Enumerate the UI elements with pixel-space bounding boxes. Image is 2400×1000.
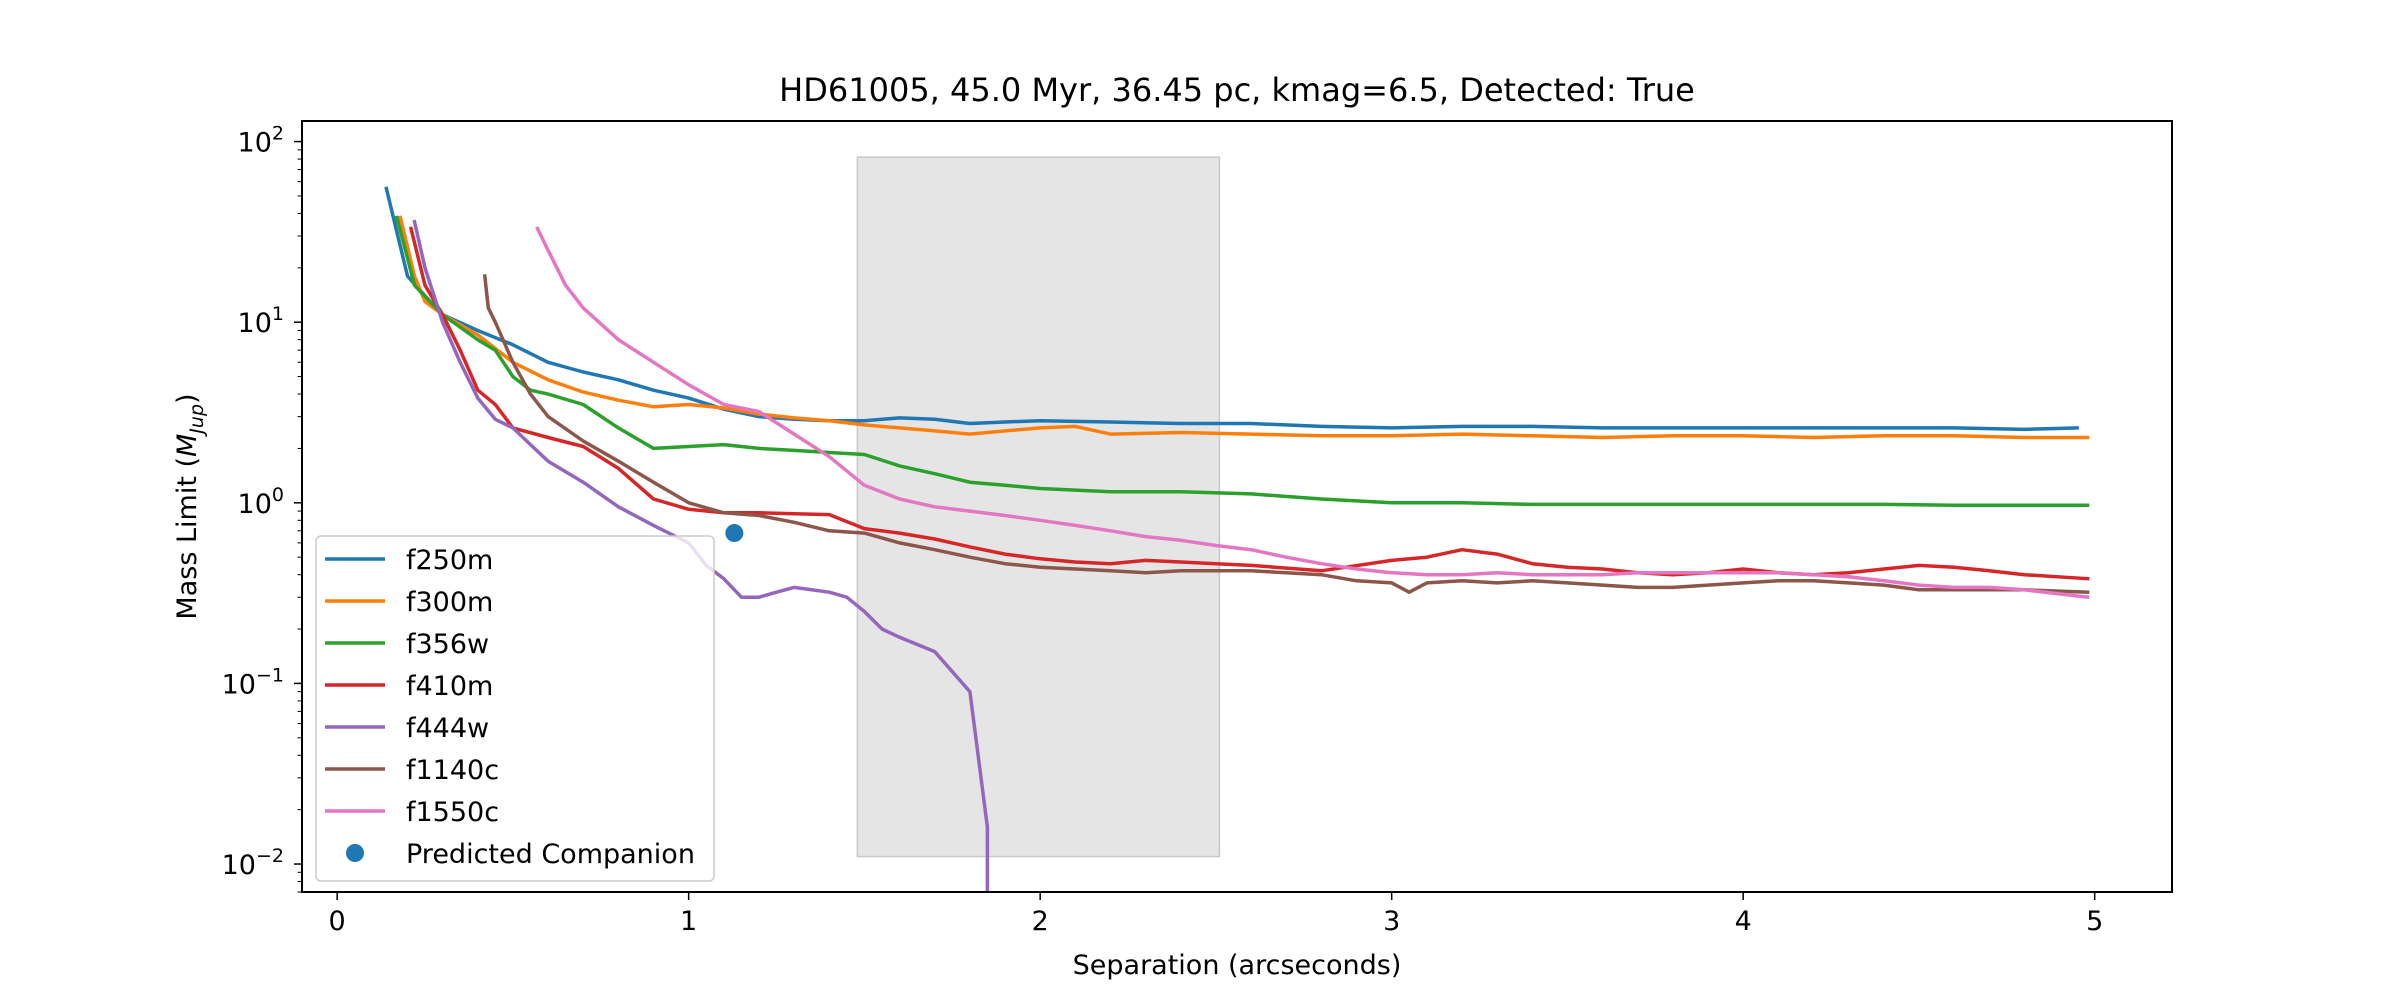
plot-area bbox=[384, 156, 2090, 892]
predicted-companion-point bbox=[725, 524, 744, 543]
legend-label-f356w: f356w bbox=[406, 629, 489, 660]
y-axis-label-symbol: M bbox=[172, 434, 203, 457]
series-line-f356w bbox=[394, 215, 2090, 507]
y-axis-label: Mass Limit (MJup) bbox=[172, 393, 208, 619]
x-tick-label: 1 bbox=[680, 906, 697, 937]
legend-label-predicted-companion: Predicted Companion bbox=[406, 839, 695, 870]
y-axis-label-close: ) bbox=[172, 393, 203, 404]
legend: f250m f300m f356w f410m f444w f1140c f1550c Pre… bbox=[315, 535, 715, 882]
series-line-f250m bbox=[384, 186, 2079, 432]
y-axis-label-main: Mass Limit ( bbox=[172, 457, 203, 620]
x-axis-label: Separation (arcseconds) bbox=[1073, 950, 1402, 981]
y-axis: 10−2 10−1 100 101 102 bbox=[222, 123, 302, 893]
x-tick-label: 4 bbox=[1735, 906, 1752, 937]
legend-swatch-predicted-companion bbox=[346, 844, 364, 862]
series-line-f444w bbox=[412, 219, 990, 892]
x-axis: 0 1 2 3 4 5 bbox=[329, 892, 2103, 937]
legend-label-f250m: f250m bbox=[406, 545, 493, 576]
x-tick-label: 2 bbox=[1032, 906, 1049, 937]
series-line-f410m bbox=[408, 226, 2090, 581]
y-axis-label-subscript: Jup bbox=[186, 404, 208, 438]
y-tick-label: 100 bbox=[238, 484, 284, 520]
series-line-f300m bbox=[398, 215, 2090, 440]
y-tick-label: 10−2 bbox=[222, 845, 284, 881]
x-tick-label: 3 bbox=[1383, 906, 1400, 937]
y-tick-label: 101 bbox=[238, 303, 284, 339]
legend-label-f1140c: f1140c bbox=[406, 755, 499, 786]
x-tick-label: 0 bbox=[329, 906, 346, 937]
legend-label-f1550c: f1550c bbox=[406, 797, 499, 828]
y-tick-label: 102 bbox=[238, 123, 284, 159]
series-line-f1550c bbox=[535, 226, 2090, 600]
series-line-f1140c bbox=[482, 274, 2090, 595]
legend-label-f410m: f410m bbox=[406, 671, 493, 702]
legend-box bbox=[315, 535, 715, 882]
x-tick-label: 5 bbox=[2086, 906, 2103, 937]
legend-label-f300m: f300m bbox=[406, 587, 493, 618]
axes-frame bbox=[301, 120, 2173, 893]
chart-title: HD61005, 45.0 Myr, 36.45 pc, kmag=6.5, D… bbox=[779, 71, 1695, 109]
y-tick-label: 10−1 bbox=[222, 664, 284, 700]
shaded-region bbox=[856, 156, 1221, 858]
legend-label-f444w: f444w bbox=[406, 713, 489, 744]
